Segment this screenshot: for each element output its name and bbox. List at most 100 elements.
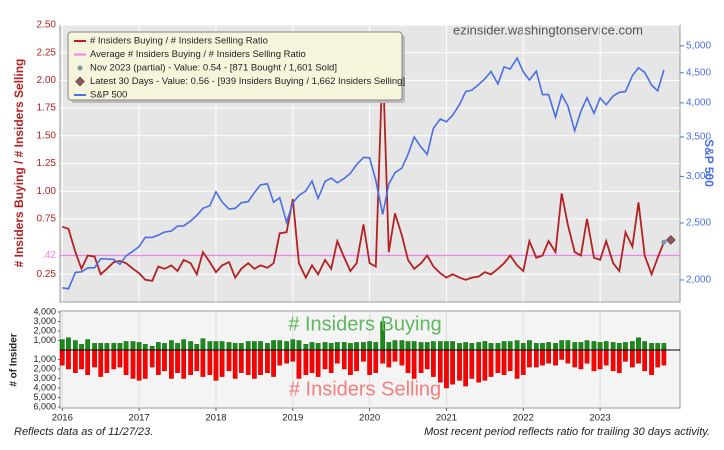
y-tick-label: 2,000 <box>33 363 56 373</box>
bar <box>238 343 244 351</box>
y-tick-label: 1.00 <box>37 186 57 197</box>
bar <box>188 341 193 351</box>
bar <box>630 341 635 351</box>
bar <box>584 340 590 351</box>
bar <box>546 342 551 351</box>
bar <box>649 343 654 351</box>
bar <box>636 337 641 351</box>
bar <box>584 349 590 364</box>
bar <box>334 342 340 351</box>
bar <box>322 349 328 370</box>
bar <box>546 349 551 364</box>
bar <box>431 341 436 351</box>
bar <box>162 343 167 351</box>
bar <box>642 341 648 351</box>
bar <box>200 349 206 377</box>
bar <box>367 349 372 375</box>
bar <box>194 349 200 372</box>
bar <box>655 343 661 351</box>
y2-tick-label: 2,500 <box>686 218 711 229</box>
bar <box>117 343 123 351</box>
y-tick-label: 0.75 <box>37 214 57 225</box>
bar <box>642 349 648 372</box>
bar <box>591 341 597 351</box>
bar <box>290 349 296 362</box>
bar <box>380 349 386 364</box>
x-tick-label: 2017 <box>129 413 150 424</box>
bar <box>661 349 667 366</box>
y-tick-label: 4,000 <box>33 382 56 392</box>
bar <box>354 349 359 372</box>
bar <box>322 342 328 351</box>
bar <box>450 341 455 351</box>
bar <box>213 349 219 381</box>
bar <box>495 343 501 351</box>
x-tick-label: 2023 <box>590 413 611 424</box>
bar <box>469 349 475 379</box>
bar <box>392 340 398 351</box>
bar <box>66 337 71 351</box>
bar <box>252 341 257 351</box>
y2-tick-label: 3,500 <box>686 132 711 143</box>
bar <box>238 349 244 373</box>
marker <box>661 239 667 245</box>
x-tick-label: 2022 <box>513 413 534 424</box>
bar <box>527 340 532 351</box>
y-tick-label: 3,000 <box>33 316 56 326</box>
bar <box>104 343 110 351</box>
bar <box>437 341 443 351</box>
bar <box>92 349 97 368</box>
bar <box>284 341 289 351</box>
bar <box>367 341 372 351</box>
bar <box>309 342 315 351</box>
bar <box>85 349 91 375</box>
bar <box>482 341 488 351</box>
series-line <box>62 56 665 290</box>
y-tick-label: 2.25 <box>37 47 57 58</box>
bar <box>271 349 276 377</box>
bar <box>399 340 405 351</box>
bar <box>271 340 276 351</box>
bar <box>277 340 283 351</box>
y-tick-label: 1.25 <box>37 158 57 169</box>
legend-label: Latest 30 Days - Value: 0.56 - [939 Insi… <box>90 76 405 87</box>
bar <box>265 349 270 373</box>
bar <box>603 349 609 366</box>
y2-tick-label: 3,000 <box>686 171 711 182</box>
bar <box>463 349 469 387</box>
bar <box>540 343 545 351</box>
bar <box>373 349 379 373</box>
bar <box>623 349 628 362</box>
bar <box>284 349 289 364</box>
bar <box>98 343 104 351</box>
watermark: ezinsider.washingtonservice.com <box>453 22 643 37</box>
bar <box>501 349 507 375</box>
y2-tick-label: 4,500 <box>686 67 711 78</box>
bar <box>348 349 353 375</box>
y2-axis-title: S&P 500 <box>702 139 716 187</box>
bar <box>431 349 436 377</box>
bottom-y-axis-title: # of Insider <box>9 333 20 386</box>
bar <box>361 342 366 351</box>
bar <box>386 349 392 368</box>
bar <box>392 349 398 362</box>
legend: # Insiders Buying / # Insiders Selling R… <box>67 31 405 103</box>
y-tick-label: 5,000 <box>33 392 56 402</box>
bar <box>444 341 449 351</box>
bar <box>188 349 193 375</box>
y-tick-label: 6,000 <box>33 401 56 411</box>
bar <box>514 340 520 351</box>
bar <box>411 349 417 379</box>
bar <box>79 344 84 351</box>
bar <box>92 343 97 351</box>
bar <box>520 343 526 351</box>
bar <box>572 349 578 368</box>
y-tick-label: 4,000 <box>33 306 56 316</box>
y-tick-label: 1.75 <box>37 103 57 114</box>
bar <box>348 343 353 351</box>
bar <box>328 349 334 373</box>
bar <box>219 349 225 377</box>
bar <box>476 349 482 383</box>
legend-label: Average # Insiders Buying / # Insiders S… <box>90 49 306 60</box>
